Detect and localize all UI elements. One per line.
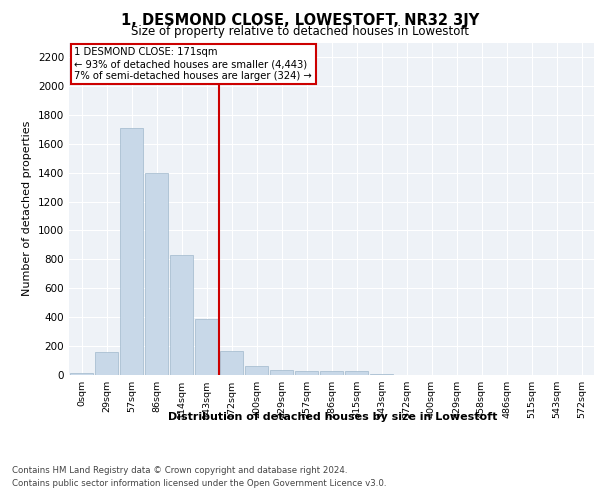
Bar [70,373,93,375]
Bar [220,351,243,375]
Text: Distribution of detached houses by size in Lowestoft: Distribution of detached houses by size … [169,412,497,422]
Text: 1, DESMOND CLOSE, LOWESTOFT, NR32 3JY: 1, DESMOND CLOSE, LOWESTOFT, NR32 3JY [121,12,479,28]
Bar [295,372,318,375]
Text: Contains HM Land Registry data © Crown copyright and database right 2024.: Contains HM Land Registry data © Crown c… [12,466,347,475]
Bar [95,352,118,375]
Bar [245,366,268,375]
Bar [145,172,168,375]
Bar [345,372,368,375]
Bar [370,374,393,375]
Bar [320,372,343,375]
Bar [195,318,218,375]
Bar [270,370,293,375]
Bar [120,128,143,375]
Text: 1 DESMOND CLOSE: 171sqm
← 93% of detached houses are smaller (4,443)
7% of semi-: 1 DESMOND CLOSE: 171sqm ← 93% of detache… [74,48,312,80]
Text: Size of property relative to detached houses in Lowestoft: Size of property relative to detached ho… [131,25,469,38]
Y-axis label: Number of detached properties: Number of detached properties [22,121,32,296]
Text: Contains public sector information licensed under the Open Government Licence v3: Contains public sector information licen… [12,479,386,488]
Bar [170,255,193,375]
